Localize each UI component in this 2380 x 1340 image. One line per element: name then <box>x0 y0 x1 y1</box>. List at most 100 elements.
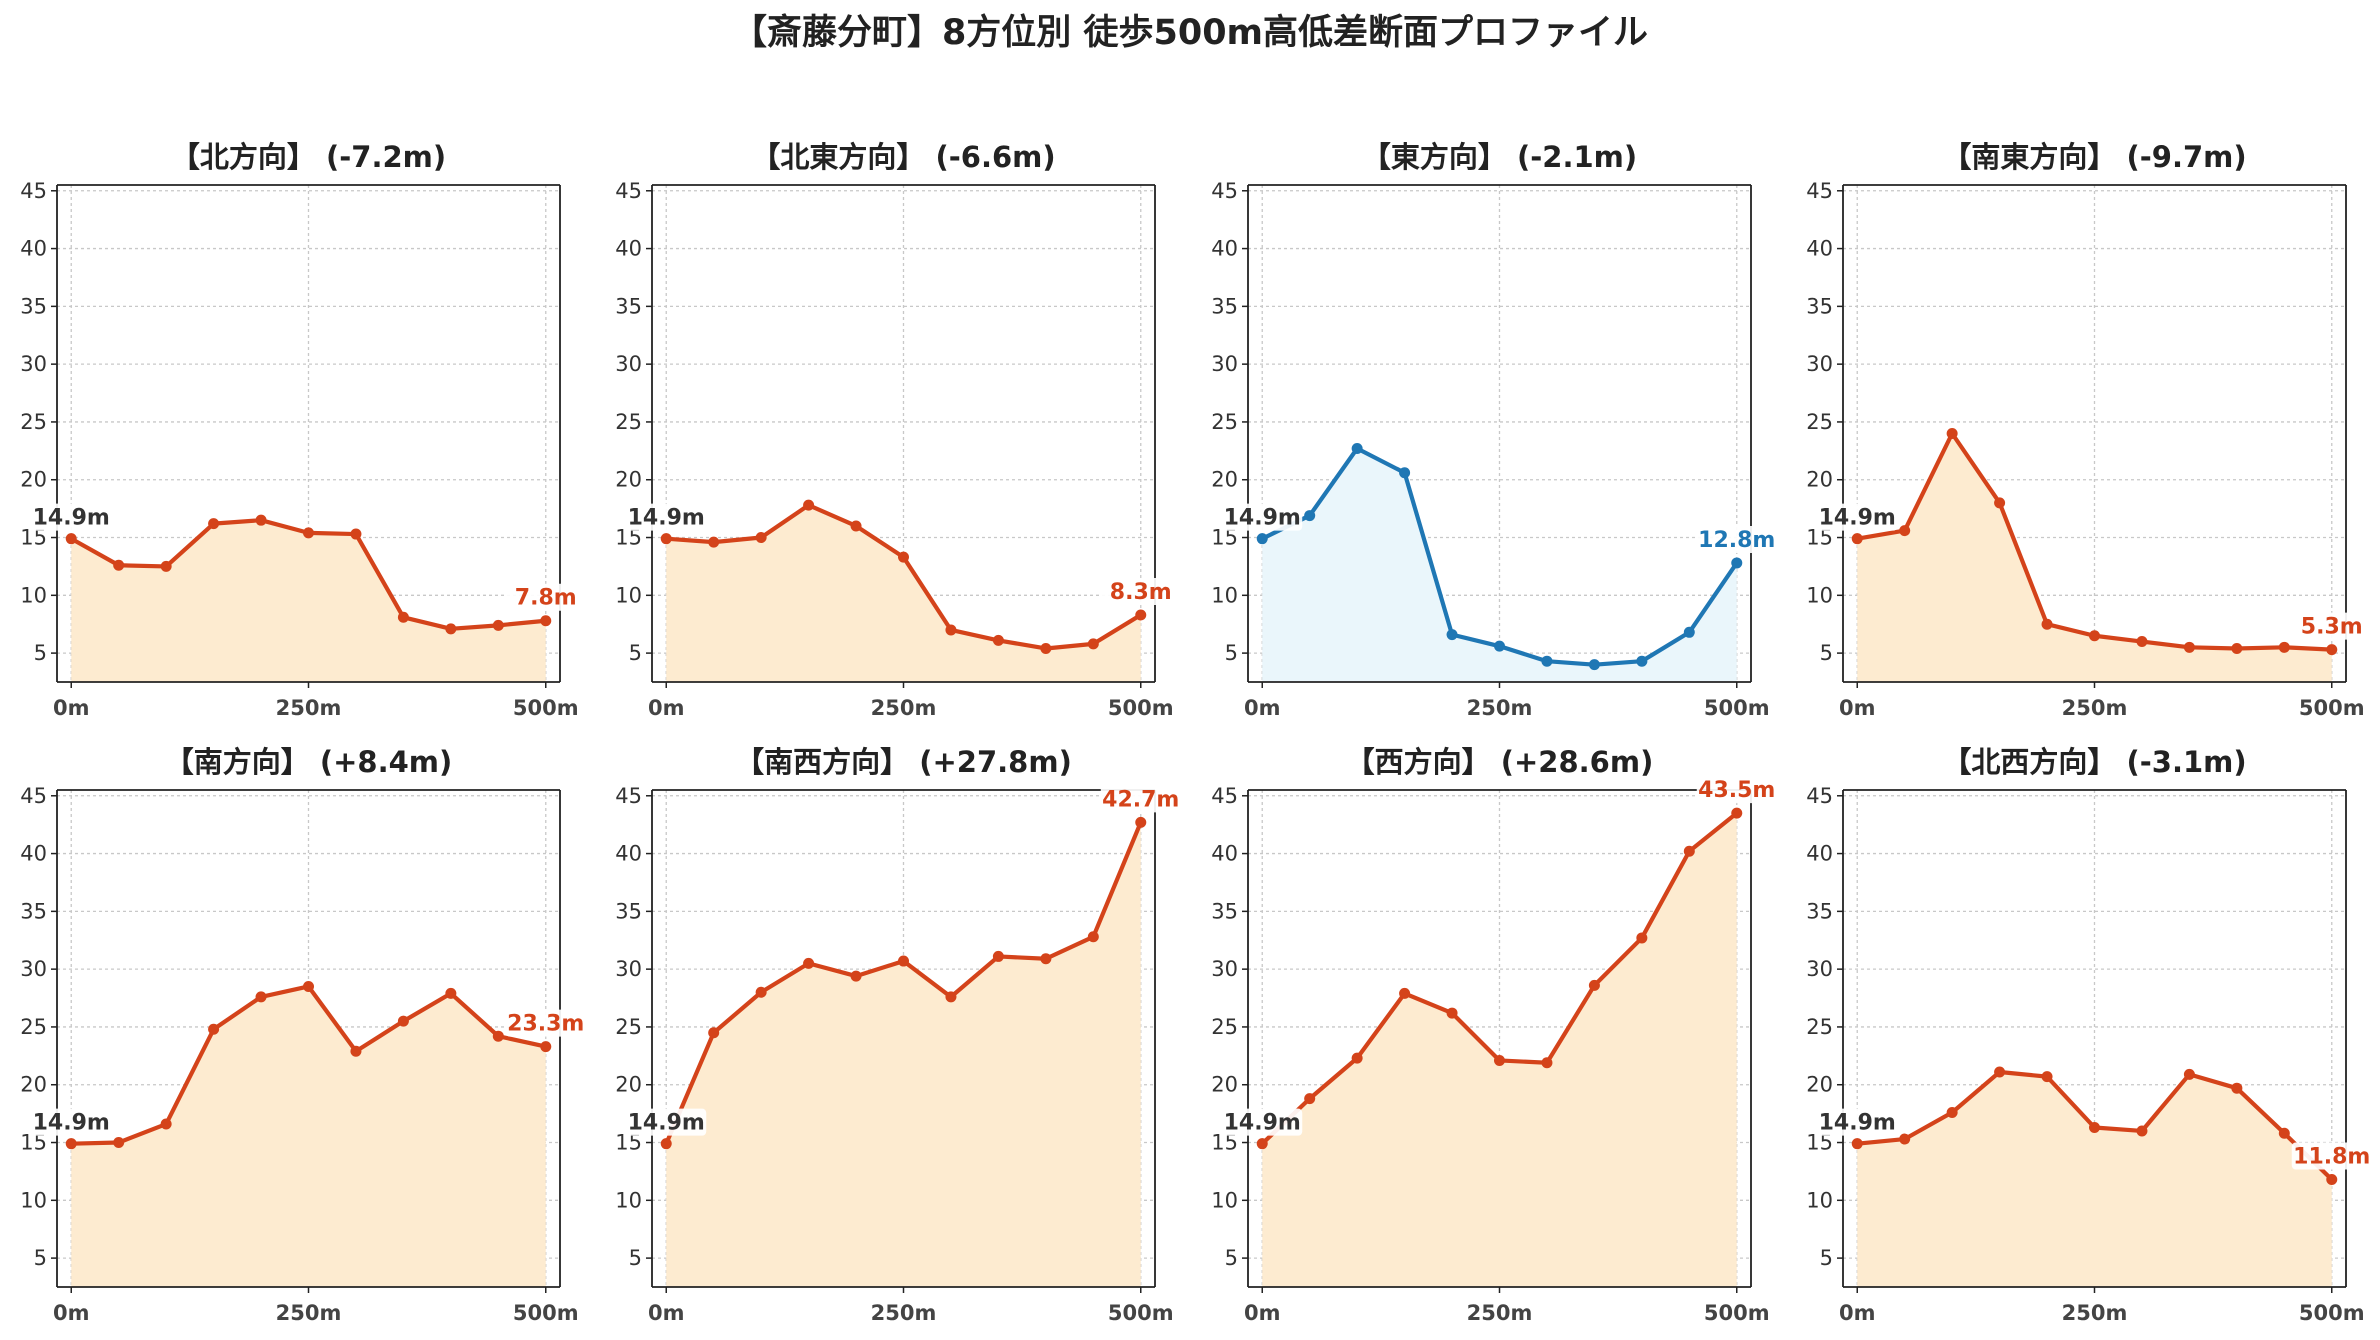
y-tick-label: 40 <box>615 237 642 261</box>
panel-title: 【北西方向】 (-3.1m) <box>1942 745 2246 779</box>
elevation-point <box>2089 630 2100 642</box>
y-tick-label: 10 <box>1211 583 1238 607</box>
start-label-background <box>31 1108 112 1136</box>
start-label-background <box>626 1108 707 1136</box>
elevation-point <box>2041 1071 2053 1083</box>
y-tick-label: 30 <box>615 957 642 981</box>
y-tick-label: 5 <box>34 641 47 665</box>
end-elevation-label: 7.8m <box>515 586 577 611</box>
elevation-point <box>1541 1057 1553 1069</box>
y-tick-label: 25 <box>20 1015 47 1039</box>
elevation-point <box>255 514 267 526</box>
elevation-point <box>1087 931 1099 943</box>
y-tick-label: 40 <box>20 842 47 866</box>
elevation-point <box>2136 1125 2148 1137</box>
elevation-point <box>445 623 457 635</box>
elevation-area <box>71 520 546 682</box>
end-label-background <box>505 583 586 611</box>
elevation-point <box>65 1138 77 1150</box>
x-tick-label: 0m <box>1244 1301 1281 1325</box>
start-elevation-label: 14.9m <box>628 506 705 531</box>
elevation-point <box>113 1137 125 1149</box>
y-tick-label: 20 <box>615 1073 642 1097</box>
y-tick-label: 30 <box>20 957 47 981</box>
elevation-area <box>666 505 1141 682</box>
elevation-point <box>2183 641 2195 653</box>
y-tick-label: 10 <box>1806 1188 1833 1212</box>
y-tick-label: 35 <box>615 899 642 923</box>
elevation-point <box>1446 629 1458 641</box>
x-tick-label: 250m <box>2062 696 2128 720</box>
elevation-point <box>1399 467 1411 479</box>
x-tick-label: 250m <box>871 696 937 720</box>
start-label-background <box>1222 1108 1303 1136</box>
y-tick-label: 10 <box>1211 1188 1238 1212</box>
elevation-point <box>1636 655 1648 667</box>
elevation-point <box>1899 525 1911 537</box>
elevation-point <box>2136 636 2148 648</box>
panel-title: 【南方向】 (+8.4m) <box>165 745 453 779</box>
y-tick-label: 35 <box>1806 899 1833 923</box>
elevation-point <box>303 980 314 992</box>
y-tick-label: 40 <box>1806 237 1833 261</box>
elevation-point <box>1899 1133 1911 1145</box>
x-tick-label: 500m <box>1108 1301 1174 1325</box>
y-tick-label: 25 <box>1211 1015 1238 1039</box>
y-tick-label: 5 <box>1225 641 1238 665</box>
elevation-point <box>2278 641 2290 653</box>
panel-title: 【南東方向】 (-9.7m) <box>1942 140 2246 174</box>
elevation-point <box>208 518 220 530</box>
x-tick-label: 500m <box>513 696 579 720</box>
elevation-point <box>1851 1138 1863 1150</box>
y-tick-label: 45 <box>20 784 47 808</box>
elevation-point <box>992 634 1004 646</box>
y-tick-label: 35 <box>1211 899 1238 923</box>
y-tick-label: 5 <box>1820 1246 1833 1270</box>
elevation-point <box>2326 1174 2338 1186</box>
x-tick-label: 250m <box>1467 696 1533 720</box>
elevation-point <box>160 1118 172 1130</box>
elevation-point <box>1588 979 1600 991</box>
elevation-point <box>2326 644 2338 656</box>
elevation-point <box>1683 845 1695 857</box>
elevation-point <box>1494 1054 1505 1066</box>
elevation-area <box>71 986 546 1287</box>
elevation-point <box>540 615 552 627</box>
y-tick-label: 10 <box>615 583 642 607</box>
elevation-point <box>850 520 862 532</box>
x-tick-label: 500m <box>513 1301 579 1325</box>
elevation-point <box>708 536 720 548</box>
y-tick-label: 25 <box>1211 410 1238 434</box>
y-tick-label: 40 <box>1211 842 1238 866</box>
y-tick-label: 5 <box>34 1246 47 1270</box>
y-tick-label: 25 <box>615 410 642 434</box>
y-tick-label: 10 <box>1806 583 1833 607</box>
elevation-point <box>255 991 267 1003</box>
y-tick-label: 45 <box>20 179 47 203</box>
elevation-point <box>898 955 909 967</box>
elevation-area <box>1857 1072 2332 1287</box>
elevation-point <box>1040 642 1052 654</box>
x-tick-label: 0m <box>1839 1301 1876 1325</box>
elevation-point <box>803 499 815 511</box>
start-elevation-label: 14.9m <box>1224 1111 1301 1136</box>
end-elevation-label: 8.3m <box>1110 580 1172 605</box>
y-tick-label: 10 <box>20 1188 47 1212</box>
end-elevation-label: 5.3m <box>2301 615 2363 640</box>
y-tick-label: 20 <box>20 1073 47 1097</box>
elevation-point <box>660 1138 672 1150</box>
elevation-point <box>2089 1121 2100 1133</box>
elevation-point <box>945 991 957 1003</box>
elevation-area <box>666 822 1141 1287</box>
elevation-point <box>1351 1052 1363 1064</box>
elevation-area <box>1262 813 1737 1287</box>
y-tick-label: 10 <box>20 583 47 607</box>
elevation-point <box>803 957 815 969</box>
x-tick-label: 250m <box>871 1301 937 1325</box>
start-elevation-label: 14.9m <box>1819 506 1896 531</box>
start-elevation-label: 14.9m <box>1224 506 1301 531</box>
elevation-point <box>2183 1068 2195 1080</box>
elevation-point <box>350 528 362 540</box>
